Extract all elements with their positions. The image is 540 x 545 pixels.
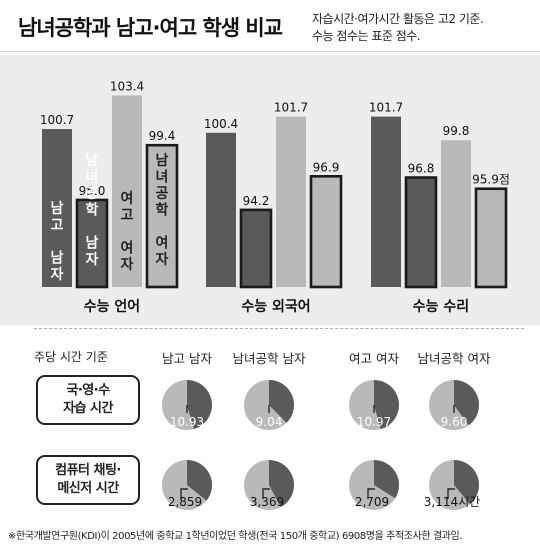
pie-connector	[367, 488, 375, 499]
pie-row-label-line: 자습 시간	[63, 401, 113, 416]
bar-value-label: 101.7	[274, 101, 308, 115]
pie-value-label: 2,859	[168, 495, 202, 509]
pie-value-label: 10.93	[170, 415, 204, 429]
series-label-char: 자	[51, 267, 64, 283]
pie-value-label: 10.97	[357, 415, 391, 429]
pie-row-label: 컴퓨터 채팅· 메신저 시간	[36, 455, 140, 505]
series-label-char: 공	[156, 186, 169, 202]
pie-slice	[187, 380, 212, 430]
bar	[474, 187, 508, 289]
bar-value-label: 100.4	[204, 117, 238, 131]
source-footnote: ※한국개발연구원(KDI)이 2005년에 중학교 1학년이었던 학생(전국 1…	[8, 531, 463, 542]
bar-value-label: 95.0	[79, 184, 106, 198]
bar	[112, 95, 142, 288]
pie-slice	[374, 460, 399, 499]
pie-connector	[262, 488, 270, 499]
note-line-2: 수능 점수는 표준 점수.	[312, 29, 421, 43]
pie-row-label-line: 메신저 시간	[57, 481, 119, 496]
pie-column-header: 남고 남자	[162, 351, 212, 366]
chart-note: 자습시간·여가시간 활동은 고2 기준. 수능 점수는 표준 점수.	[312, 11, 484, 45]
series-label-char: 여	[156, 235, 169, 252]
note-line-1: 자습시간·여가시간 활동은 고2 기준.	[312, 12, 484, 26]
bar-value-label: 96.9	[313, 160, 340, 174]
series-label-char: 남	[51, 250, 64, 267]
pie-slice	[269, 380, 294, 423]
series-label-char: 학	[156, 203, 169, 219]
pie-column-header: 남녀공학 남자	[232, 351, 306, 366]
pie-slice	[454, 460, 479, 505]
series-label-char: 남	[86, 152, 99, 169]
bar-chart-panel: 100.7 95.0 103.4 99.4 수능 언어 100.4 94.2 101.7 96.…	[0, 55, 540, 325]
pie-basis-label: 주당 시간 기준	[34, 350, 108, 364]
pie-slice	[187, 460, 212, 501]
series-label-char: 녀	[156, 169, 169, 186]
bar	[404, 176, 438, 289]
category-label: 수능 외국어	[241, 298, 310, 315]
series-label-char: 여	[121, 240, 134, 257]
page-title: 남녀공학과 남고·여고 학생 비교	[18, 16, 283, 40]
series-label-char: 고	[121, 208, 134, 224]
pie-row-label-line: 컴퓨터 채팅·	[55, 463, 121, 478]
bar	[206, 132, 236, 287]
series-label-char: 남	[86, 235, 99, 252]
bar	[145, 143, 179, 289]
pie-connector	[180, 488, 188, 499]
pie-value-label: 3,369	[250, 495, 284, 509]
pie-grid: 10.93 9.04 10.97 9.60 2,859 3,369 2,709 3,114시간	[0, 365, 540, 530]
bar	[441, 140, 471, 287]
pie-column-header: 남녀공학 여자	[417, 351, 491, 366]
pie-slice	[454, 380, 480, 426]
bar-value-label: 94.2	[243, 194, 270, 208]
series-label-char: 남	[156, 152, 169, 169]
bar-value-label: 103.4	[110, 79, 144, 93]
pie-value-label: 3,114시간	[424, 495, 480, 509]
bar-value-label: 96.8	[408, 162, 435, 176]
top-rule	[0, 51, 540, 52]
bar	[371, 116, 401, 287]
section-divider	[34, 328, 524, 329]
pie-column-header: 여고 여자	[349, 351, 399, 366]
bar-value-label: 99.4	[149, 129, 176, 143]
series-label-char: 학	[86, 203, 99, 219]
series-label-char: 자	[121, 257, 134, 273]
series-label-char: 녀	[86, 169, 99, 186]
bar-chart: 100.7 95.0 103.4 99.4 수능 언어 100.4 94.2 101.7 96.…	[40, 79, 510, 315]
bar	[309, 175, 343, 289]
series-label-char: 자	[156, 252, 169, 268]
bar-value-label: 101.7	[369, 101, 403, 115]
pie-value-label: 2,709	[355, 495, 389, 509]
series-label-char: 고	[51, 218, 64, 234]
pie-connector	[447, 488, 455, 499]
bar-value-label: 100.7	[40, 113, 74, 127]
bar	[276, 116, 306, 287]
pie-row-label: 국·영·수 자습 시간	[36, 375, 140, 425]
pie-row-label-line: 국·영·수	[66, 383, 110, 398]
series-label-char: 여	[121, 190, 134, 207]
series-label-char: 자	[86, 252, 99, 268]
bar	[42, 129, 72, 287]
pie-slice	[374, 380, 399, 430]
series-label-char: 공	[86, 186, 99, 202]
category-label: 수능 수리	[413, 299, 469, 315]
bar	[239, 208, 273, 289]
bar	[75, 198, 109, 289]
pie-value-label: 9.60	[441, 415, 468, 429]
bar-value-label: 99.8	[443, 124, 470, 138]
bar-value-label: 95.9점	[472, 173, 510, 187]
pie-chart: 10.93 9.04 10.97 9.60 2,859 3,369 2,709 3,114시간	[162, 380, 480, 510]
pie-value-label: 9.04	[256, 415, 283, 429]
category-label: 수능 언어	[84, 298, 140, 315]
pie-slice	[269, 460, 294, 507]
series-label-char: 남	[51, 200, 64, 217]
